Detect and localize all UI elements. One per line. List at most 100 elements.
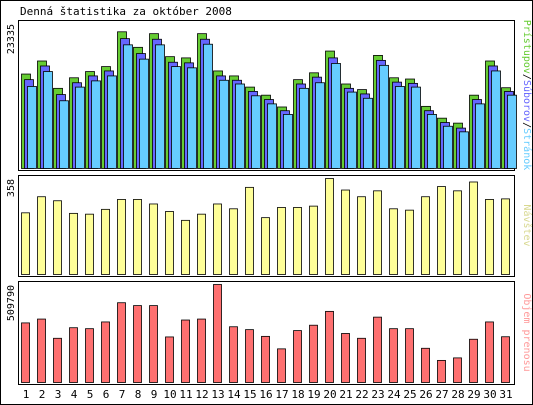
bar-hits-pages-files-stránok-day-7	[123, 44, 133, 169]
bar-hits-pages-files-stránok-day-30	[491, 70, 501, 169]
bar-hits-pages-files-stránok-day-14	[235, 83, 245, 169]
bar-volume-day-12	[197, 318, 206, 383]
x-tick-label-day-13: 13	[211, 388, 224, 401]
bar-visits-day-2	[37, 196, 46, 275]
bar-visits-day-3	[53, 200, 62, 275]
bar-visits-day-28	[453, 190, 462, 275]
ymax-label-volume: 509790	[6, 285, 17, 321]
legend-item-súborov: Súborov	[521, 80, 533, 122]
x-tick-label-day-14: 14	[227, 388, 241, 401]
bar-volume-day-31	[501, 336, 510, 383]
x-tick-label-day-17: 17	[275, 388, 288, 401]
bar-visits-day-13	[213, 203, 222, 275]
x-tick-label-day-31: 31	[499, 388, 512, 401]
bar-hits-pages-files-stránok-day-9	[155, 44, 165, 169]
x-tick-label-day-2: 2	[39, 388, 46, 401]
bar-visits-day-14	[229, 208, 238, 275]
ymax-label-hits-pages-files: 23335	[6, 24, 17, 54]
bar-volume-day-27	[437, 359, 446, 383]
bar-hits-pages-files-stránok-day-23	[379, 64, 389, 169]
bar-visits-day-4	[69, 212, 78, 275]
bar-hits-pages-files-stránok-day-27	[443, 125, 453, 169]
bar-volume-day-17	[277, 348, 286, 383]
bar-volume-day-25	[405, 328, 414, 383]
bar-volume-day-15	[245, 329, 254, 383]
x-tick-label-day-27: 27	[435, 388, 448, 401]
x-tick-label-day-12: 12	[195, 388, 208, 401]
bar-hits-pages-files-stránok-day-19	[315, 82, 325, 169]
bar-volume-day-23	[373, 316, 382, 383]
bar-hits-pages-files-stránok-day-22	[363, 97, 373, 169]
x-tick-label-day-21: 21	[339, 388, 352, 401]
bar-visits-day-18	[293, 207, 302, 275]
x-tick-label-day-26: 26	[419, 388, 432, 401]
bar-hits-pages-files-stránok-day-18	[299, 87, 309, 169]
bar-visits-day-20	[325, 178, 334, 275]
x-tick-label-day-22: 22	[355, 388, 368, 401]
bar-hits-pages-files-stránok-day-24	[395, 86, 405, 169]
legend-item-objem prenosu: Objem prenosu	[521, 293, 532, 371]
bar-visits-day-27	[437, 186, 446, 275]
bar-visits-day-11	[181, 219, 190, 275]
x-tick-label-day-24: 24	[387, 388, 401, 401]
bar-hits-pages-files-stránok-day-2	[43, 71, 53, 169]
x-tick-label-day-19: 19	[307, 388, 320, 401]
bar-visits-day-7	[117, 199, 126, 275]
x-tick-label-day-5: 5	[87, 388, 94, 401]
x-tick-label-day-4: 4	[71, 388, 78, 401]
bar-visits-day-6	[101, 208, 110, 275]
bar-visits-day-9	[149, 203, 158, 275]
x-tick-label-day-11: 11	[179, 388, 192, 401]
bar-volume-day-13	[213, 284, 222, 383]
bar-volume-day-5	[85, 328, 94, 383]
bar-volume-day-22	[357, 337, 366, 383]
bar-volume-day-21	[341, 333, 350, 383]
bar-visits-day-29	[469, 181, 478, 275]
x-tick-label-day-18: 18	[291, 388, 304, 401]
bar-visits-day-30	[485, 199, 494, 275]
ymax-label-visits: 358	[6, 179, 17, 197]
x-tick-label-day-10: 10	[163, 388, 176, 401]
bar-volume-day-26	[421, 347, 430, 383]
x-tick-label-day-23: 23	[371, 388, 384, 401]
bar-volume-day-7	[117, 302, 126, 383]
legend-separator: /	[521, 122, 532, 128]
bar-visits-day-25	[405, 209, 414, 275]
x-tick-label-day-3: 3	[55, 388, 62, 401]
bar-visits-day-31	[501, 198, 510, 275]
bar-visits-day-15	[245, 186, 254, 275]
bar-visits-day-22	[357, 196, 366, 275]
bar-visits-day-16	[261, 217, 270, 275]
x-tick-label-day-30: 30	[483, 388, 496, 401]
bar-visits-day-10	[165, 211, 174, 275]
x-tick-label-day-7: 7	[119, 388, 126, 401]
bar-volume-day-24	[389, 328, 398, 383]
bar-visits-day-12	[197, 213, 206, 275]
bar-volume-day-11	[181, 319, 190, 383]
bar-hits-pages-files-stránok-day-4	[75, 86, 85, 169]
bar-hits-pages-files-stránok-day-31	[507, 94, 517, 169]
bar-hits-pages-files-stránok-day-20	[331, 63, 341, 169]
bar-volume-day-28	[453, 357, 462, 383]
legend-separator: /	[521, 74, 532, 80]
bar-hits-pages-files-stránok-day-17	[283, 114, 293, 169]
bar-hits-pages-files-stránok-day-1	[27, 86, 37, 169]
legend-visits: Návštev	[521, 204, 533, 246]
bar-volume-day-18	[293, 330, 302, 383]
x-tick-label-day-9: 9	[151, 388, 158, 401]
bar-volume-day-29	[469, 338, 478, 383]
legend-hits-pages-files: Prístupov/Súborov/Stránok	[521, 20, 533, 171]
legend-item-stránok: Stránok	[521, 128, 533, 170]
bar-hits-pages-files-stránok-day-6	[107, 75, 117, 169]
bar-volume-day-4	[69, 327, 78, 383]
chart-title: Denná štatistika za október 2008	[20, 5, 232, 18]
bar-visits-day-8	[133, 199, 142, 275]
bar-volume-day-19	[309, 324, 318, 383]
bar-hits-pages-files-stránok-day-3	[59, 100, 69, 169]
bar-visits-day-1	[21, 212, 30, 275]
x-tick-label-day-15: 15	[243, 388, 256, 401]
x-tick-label-day-28: 28	[451, 388, 464, 401]
x-tick-label-day-6: 6	[103, 388, 110, 401]
bar-hits-pages-files-stránok-day-12	[203, 43, 213, 169]
